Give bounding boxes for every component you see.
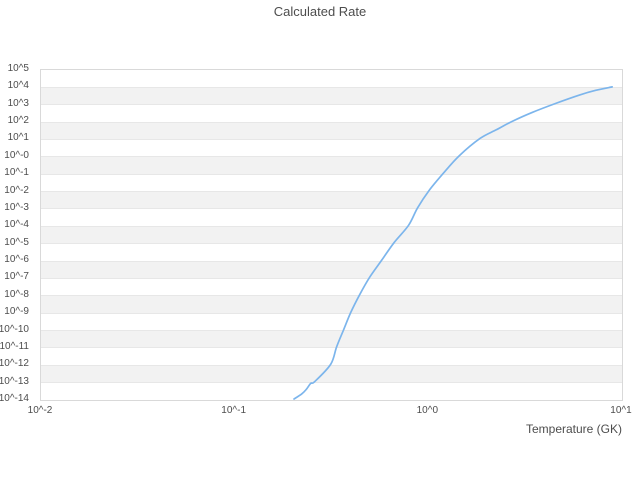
y-tick-label: 10^4 [7, 80, 29, 92]
y-tick-label: 10^-12 [0, 358, 29, 370]
h-gridline [41, 243, 622, 245]
chart-title: Calculated Rate [273, 4, 367, 19]
grid-band [41, 261, 622, 279]
plot-area [40, 69, 623, 401]
grid-band [41, 87, 622, 105]
y-tick-label: 10^-13 [0, 375, 29, 387]
grid-band [41, 365, 622, 383]
h-gridline [41, 382, 622, 384]
x-tick-label: 10^0 [416, 405, 439, 416]
y-tick-label: 10^-8 [4, 288, 29, 300]
y-tick-label: 10^-3 [4, 201, 29, 213]
grid-band [41, 191, 622, 209]
h-gridline [41, 260, 622, 262]
grid-band [41, 105, 622, 122]
y-tick-label: 10^-10 [0, 323, 29, 335]
x-tick-label: 10^-2 [27, 405, 53, 416]
y-tick-label: 10^-5 [4, 236, 29, 248]
grid-band [41, 174, 622, 191]
y-tick-label: 10^-7 [4, 271, 29, 283]
grid-band [41, 226, 622, 244]
y-tick-label: 10^-14 [0, 393, 29, 404]
grid-band [41, 139, 622, 156]
grid-band [41, 156, 622, 175]
h-gridline [41, 138, 622, 140]
y-tick-label: 10^3 [7, 97, 29, 109]
h-gridline [41, 208, 622, 210]
grid-band [41, 348, 622, 365]
y-tick-label: 10^1 [7, 132, 29, 144]
h-gridline [41, 121, 622, 123]
y-tick-label: 10^2 [7, 115, 29, 127]
h-gridline [41, 173, 622, 175]
h-gridline [41, 364, 622, 366]
grid-band [41, 330, 622, 348]
grid-band [41, 278, 622, 295]
grid-band [41, 209, 622, 226]
y-tick-label: 10^-6 [4, 254, 29, 266]
grid-band [41, 313, 622, 330]
h-gridline [41, 225, 622, 227]
y-tick-label: 10^-1 [4, 167, 29, 179]
x-axis-title: Temperature (GK) [525, 422, 622, 436]
grid-band [41, 122, 622, 140]
grid-band [41, 383, 622, 400]
h-gridline [41, 312, 622, 314]
h-gridline [41, 295, 622, 297]
h-gridline [41, 347, 622, 349]
y-tick-label: 10^-4 [4, 219, 29, 231]
h-gridline [41, 104, 622, 106]
y-tick-label: 10^-0 [4, 149, 29, 161]
h-gridline [41, 86, 622, 88]
grid-band [41, 244, 622, 261]
x-tick-label: 10^1 [610, 405, 632, 416]
h-gridline [41, 277, 622, 279]
h-gridline [41, 330, 622, 332]
y-tick-label: 10^5 [7, 63, 29, 74]
h-gridline [41, 191, 622, 193]
y-tick-label: 10^-9 [4, 306, 29, 318]
y-tick-label: 10^-11 [0, 340, 29, 352]
y-tick-label: 10^-2 [4, 184, 29, 196]
h-gridline [41, 156, 622, 158]
x-tick-label: 10^-1 [221, 405, 247, 416]
grid-band [41, 70, 622, 87]
grid-band [41, 295, 622, 314]
